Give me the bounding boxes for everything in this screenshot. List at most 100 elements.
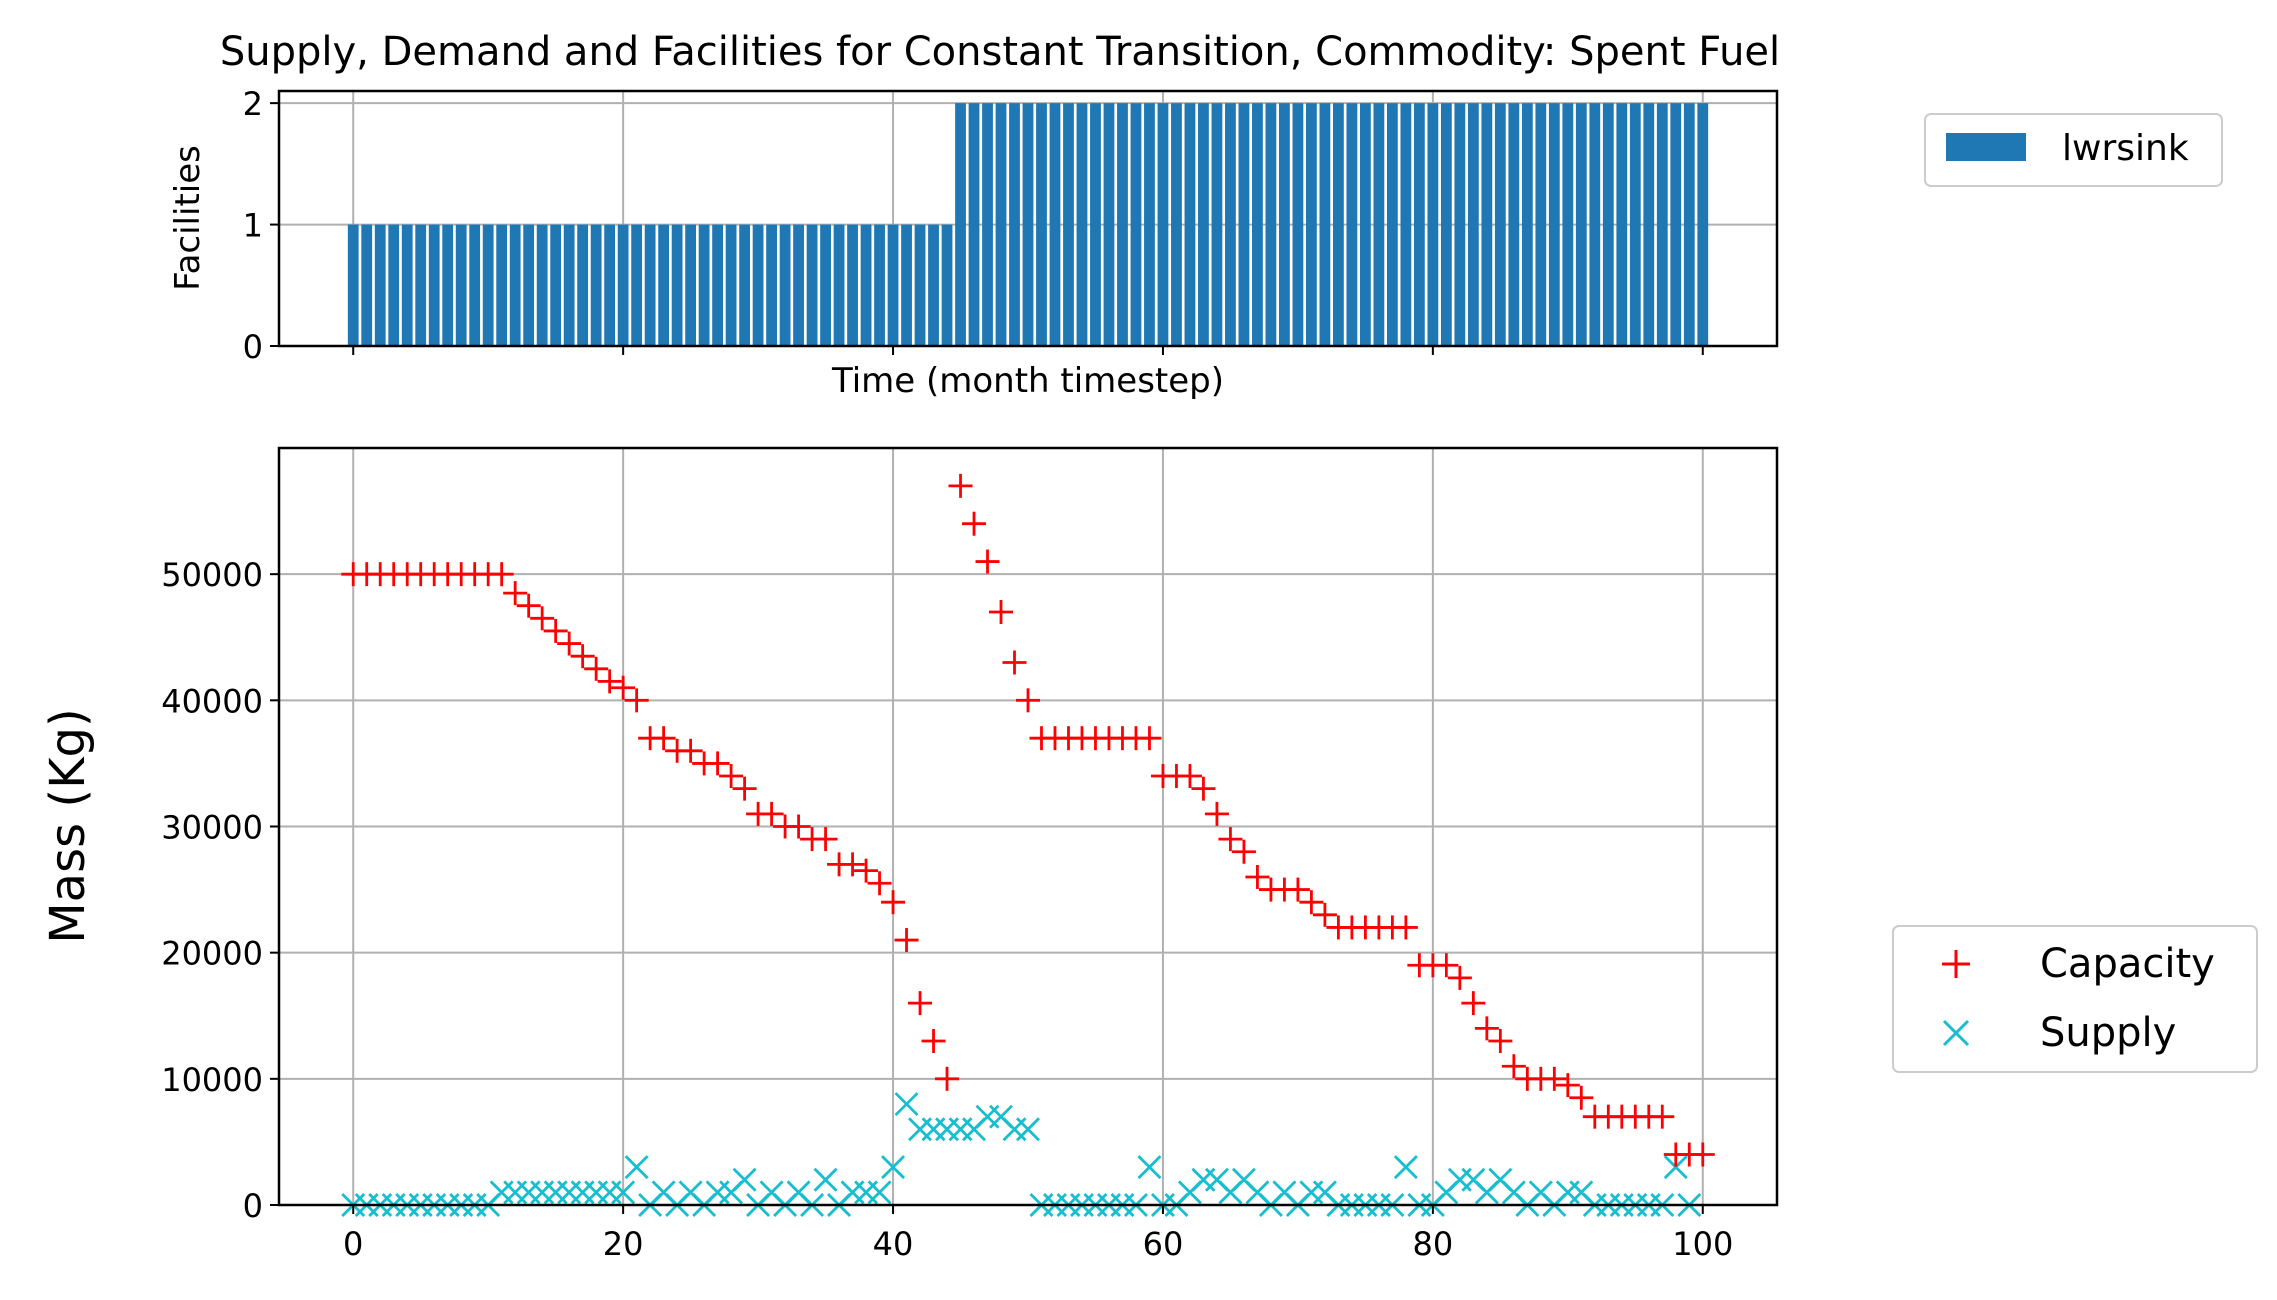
facility-bar [1494,103,1506,347]
capacity-point [1285,877,1310,902]
facility-bar [631,224,643,346]
capacity-point [1690,1142,1715,1167]
capacity-point [1137,726,1162,751]
capacity-point [1231,839,1256,864]
facility-bar [1171,103,1182,347]
facility-bar [604,224,616,346]
top-y-tick-label: 1 [243,207,263,245]
capacity-point [1542,1066,1567,1091]
legend-swatch-lwrsink [1946,133,2026,161]
top-y-axis-label: Facilities [168,145,208,291]
bottom-y-tick-label: 30000 [161,809,263,847]
bottom-y-tick-label: 50000 [161,556,263,594]
facility-bar [1103,103,1115,347]
facility-bar [1238,103,1250,347]
facility-bar [1306,103,1317,347]
capacity-point [1312,902,1337,927]
facility-bar [563,224,575,346]
facility-bar [361,224,373,346]
facility-bar [1036,103,1047,347]
facility-bar [779,224,791,346]
legend-label-supply: Supply [2040,1010,2176,1056]
capacity-point [705,751,730,776]
capacity-point [935,1066,960,1091]
supply-point [813,1167,838,1192]
capacity-point [543,618,568,643]
facility-bar [1656,103,1668,347]
facility-bar [806,224,818,346]
capacity-point [840,852,865,877]
facility-bar [698,224,710,346]
facility-bar [928,224,939,346]
facility-bar [1022,103,1034,347]
facility-bar [415,224,427,346]
facility-bar [1198,103,1209,347]
capacity-point [1299,890,1324,915]
capacity-point [1474,1016,1499,1041]
supply-point [732,1167,757,1192]
facility-bar [941,224,953,346]
capacity-point [948,473,973,498]
facility-bar [1319,103,1331,347]
facility-bar [874,224,885,346]
bottom-x-ticks: 0 20 40 60 80 100 [343,1205,1733,1263]
capacity-point [908,991,933,1016]
capacity-point [1555,1073,1580,1098]
supply-point [1393,1155,1418,1180]
facility-bar [509,224,521,346]
capacity-point [881,890,906,915]
facilities-subplot: 0 1 2 Time (month timestep) Facilities lwr… [168,85,2223,401]
bottom-x-tick-label: 20 [603,1225,644,1263]
capacity-point [1177,764,1202,789]
facility-bar [1049,103,1061,347]
facility-bar [1427,103,1439,347]
facility-bar [955,103,966,347]
top-x-ticks [352,346,1704,355]
capacity-point [732,776,757,801]
facility-bar [671,224,683,346]
facility-bar [1292,103,1304,347]
supply-point [611,1180,636,1205]
facility-bar [1332,103,1344,347]
capacity-point [651,726,676,751]
capacity-point [894,928,919,953]
facility-bar [1117,103,1128,347]
facility-bar [455,224,467,346]
capacity-point [786,814,811,839]
legend-frame-mass [1892,925,2258,1073]
capacity-point [1488,1028,1513,1053]
facility-bar [1009,103,1020,347]
facility-bar [685,224,697,346]
facility-bar [550,224,562,346]
facility-bar [1670,103,1682,347]
facility-bar [1265,103,1277,347]
facility-bar [1386,103,1398,347]
facility-bar [1090,103,1101,347]
capacity-point [597,669,622,694]
facility-bar [1481,103,1493,347]
facility-bar [887,224,899,346]
legend-frame [1924,113,2223,187]
facilities-legend: lwrsink [1924,113,2223,187]
capacity-point [1002,650,1027,675]
capacity-point [530,606,555,631]
facility-bar [1508,103,1520,347]
legend-marker-supply [1942,1019,1970,1047]
facility-bar [1063,103,1074,347]
facility-bar [739,224,750,346]
capacity-point [719,764,744,789]
capacity-point [1447,965,1472,990]
capacity-point [570,644,595,669]
capacity-point [503,581,528,606]
legend-marker-capacity [1942,950,1970,978]
legend-label-lwrsink: lwrsink [2062,128,2189,169]
facility-bar [833,224,845,346]
facility-bar [847,224,858,346]
capacity-point [813,827,838,852]
facility-bar [1467,103,1479,347]
facility-bar [712,224,724,346]
supply-point [894,1092,919,1117]
top-y-tick-label: 2 [243,85,263,123]
capacity-point [1650,1104,1675,1129]
facility-bar [1400,103,1412,347]
